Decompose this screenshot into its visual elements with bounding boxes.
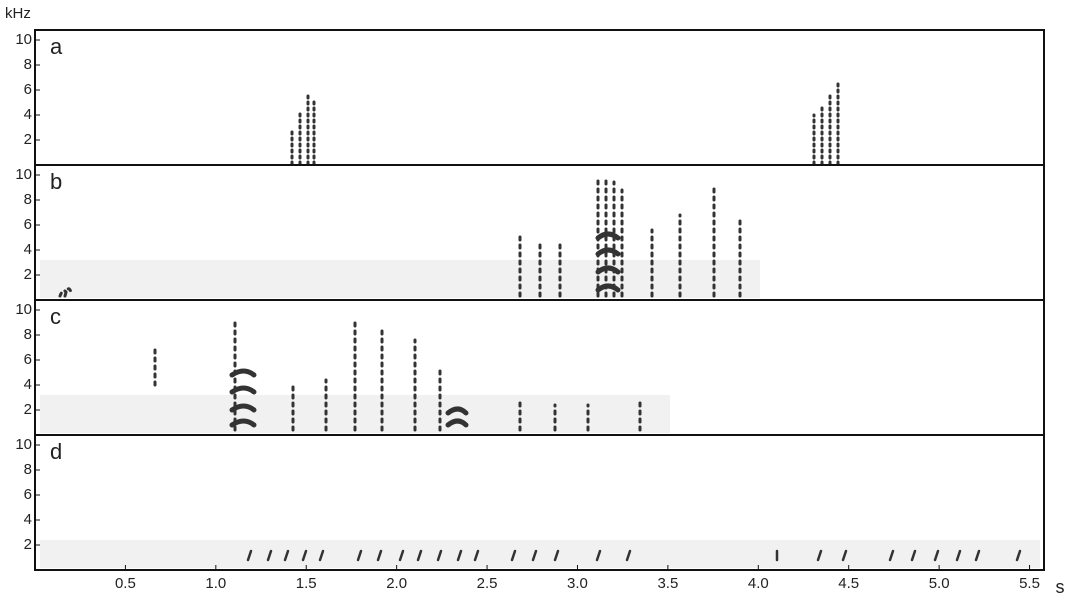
- x-tick-label: 3.0: [567, 575, 588, 592]
- x-tick-label: 2.0: [386, 575, 407, 592]
- y-tick-label: 4: [24, 106, 32, 123]
- noise: [40, 540, 1040, 568]
- panel-frame: [34, 434, 1045, 571]
- x-tick-label: 4.0: [748, 575, 769, 592]
- panel-label: b: [50, 169, 62, 194]
- y-tick-label: 8: [24, 461, 32, 478]
- x-tick-label: 5.5: [1019, 575, 1040, 592]
- y-axis-label: kHz: [5, 5, 31, 22]
- spectrogram-trace: [229, 368, 469, 428]
- y-tick-label: 2: [24, 266, 32, 283]
- panel-label: c: [50, 304, 61, 329]
- y-tick-label: 10: [15, 301, 32, 318]
- y-tick-label: 6: [24, 216, 32, 233]
- panel-label: a: [50, 34, 63, 59]
- x-tick-label: 2.5: [477, 575, 498, 592]
- panel-label: d: [50, 439, 62, 464]
- y-tick-label: 10: [15, 31, 32, 48]
- y-tick-label: 8: [24, 191, 32, 208]
- y-tick-label: 6: [24, 351, 32, 368]
- x-tick-label: 1.0: [205, 575, 226, 592]
- x-tick-label: 1.5: [296, 575, 317, 592]
- y-tick-label: 2: [24, 131, 32, 148]
- y-tick-label: 6: [24, 486, 32, 503]
- x-tick-label: 3.5: [657, 575, 678, 592]
- x-tick-label: 5.0: [929, 575, 950, 592]
- x-tick-label: 0.5: [115, 575, 136, 592]
- y-tick-label: 4: [24, 376, 32, 393]
- x-tick-label: 4.5: [838, 575, 859, 592]
- panel-frame: [34, 29, 1045, 166]
- y-tick-label: 2: [24, 401, 32, 418]
- y-tick-label: 4: [24, 511, 32, 528]
- spectrogram-trace: [246, 549, 1022, 562]
- spectrogram-trace: [290, 78, 840, 166]
- y-tick-label: 4: [24, 241, 32, 258]
- y-tick-label: 10: [15, 166, 32, 183]
- y-tick-label: 8: [24, 56, 32, 73]
- y-tick-label: 10: [15, 436, 32, 453]
- noise: [40, 260, 760, 298]
- y-tick-label: 2: [24, 536, 32, 553]
- spectrogram-trace: [595, 231, 621, 293]
- y-tick-label: 8: [24, 326, 32, 343]
- y-tick-label: 6: [24, 81, 32, 98]
- x-axis-label: s: [1056, 577, 1065, 597]
- spectrogram-image: [40, 78, 1040, 568]
